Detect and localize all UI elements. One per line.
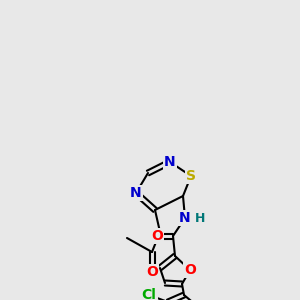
- Text: S: S: [186, 169, 196, 183]
- Text: O: O: [184, 263, 196, 277]
- Text: N: N: [164, 155, 176, 169]
- Text: H: H: [195, 212, 205, 224]
- Text: N: N: [130, 186, 142, 200]
- Text: O: O: [151, 229, 163, 243]
- Text: Cl: Cl: [142, 288, 156, 300]
- Text: O: O: [146, 265, 158, 279]
- Text: N: N: [179, 211, 191, 225]
